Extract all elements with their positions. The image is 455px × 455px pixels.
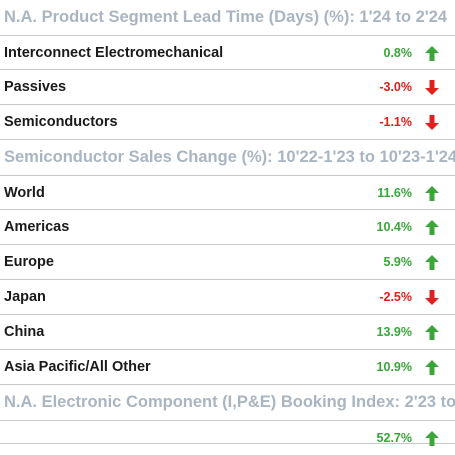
arrow-up-icon (425, 431, 439, 446)
table-row: World 11.6% (0, 175, 455, 210)
arrow-up-icon (425, 186, 439, 201)
row-value: 0.8% (383, 46, 413, 60)
row-label: World (4, 185, 45, 201)
row-value: 13.9% (376, 325, 412, 339)
section-header-semiconductor-sales: Semiconductor Sales Change (%): 10'22-1'… (4, 148, 455, 166)
row-label: Asia Pacific/All Other (4, 359, 151, 375)
table-row: Passives -3.0% (0, 70, 455, 105)
row-value: 52.7% (376, 431, 412, 445)
arrow-down-icon (425, 115, 439, 130)
row-value: -3.0% (379, 80, 412, 94)
row-value: 5.9% (383, 255, 413, 269)
arrow-down-icon (425, 80, 439, 95)
arrow-up-icon (425, 325, 439, 340)
table-row: 52.7% (0, 420, 455, 446)
arrow-down-icon (425, 290, 439, 305)
table-row: Asia Pacific/All Other 10.9% (0, 350, 455, 385)
table-row: Semiconductors -1.1% (0, 105, 455, 140)
row-value: -2.5% (379, 290, 412, 304)
row-value: 10.4% (376, 220, 412, 234)
row-value: 11.6% (377, 186, 412, 200)
table-row: Japan -2.5% (0, 280, 455, 315)
row-value: 10.9% (376, 360, 412, 374)
table-row: Interconnect Electromechanical 0.8% (0, 35, 455, 70)
row-label: Semiconductors (4, 114, 118, 130)
row-label: Interconnect Electromechanical (4, 45, 224, 61)
arrow-up-icon (425, 46, 439, 61)
arrow-up-icon (425, 360, 439, 375)
arrow-up-icon (425, 255, 439, 270)
row-value: -1.1% (379, 115, 412, 129)
arrow-up-icon (425, 220, 439, 235)
row-label: China (4, 324, 45, 340)
metrics-panel: N.A. Product Segment Lead Time (Days) (%… (0, 8, 455, 446)
row-label: Japan (4, 289, 46, 305)
section-header-booking-index: N.A. Electronic Component (I,P&E) Bookin… (4, 393, 455, 411)
row-label: Passives (4, 79, 67, 95)
section-header-lead-time: N.A. Product Segment Lead Time (Days) (%… (4, 8, 448, 26)
table-row: Americas 10.4% (0, 210, 455, 245)
table-row: China 13.9% (0, 315, 455, 350)
table-row: Europe 5.9% (0, 245, 455, 280)
row-label: Americas (4, 219, 70, 235)
row-label: Europe (4, 254, 54, 270)
